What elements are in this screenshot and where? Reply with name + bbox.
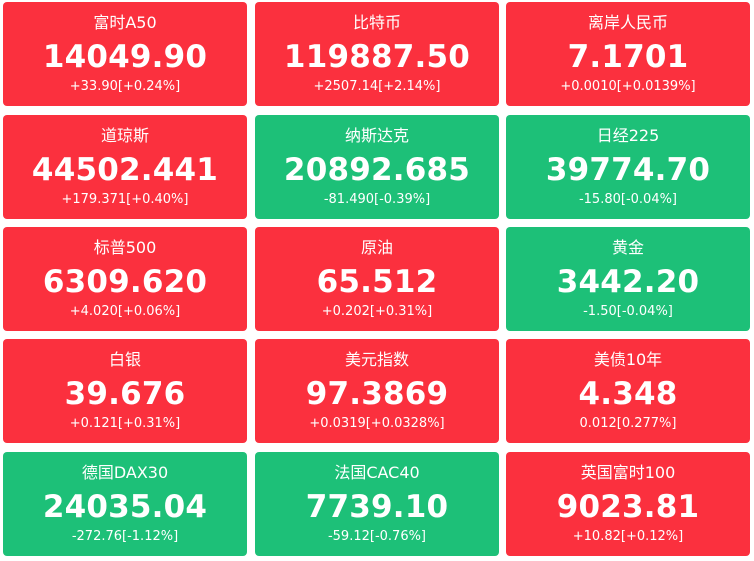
quote-price: 24035.04	[42, 489, 208, 525]
quote-change: +0.0319[+0.0328%]	[309, 416, 445, 431]
quote-tile-nikkei-225[interactable]: 日经225 39774.70 -15.80[-0.04%]	[506, 115, 750, 219]
quote-price: 44502.441	[31, 152, 219, 188]
quote-tile-dollar-index[interactable]: 美元指数 97.3869 +0.0319[+0.0328%]	[255, 339, 499, 443]
quote-tile-us-10y-treasury[interactable]: 美债10年 4.348 0.012[0.277%]	[506, 339, 750, 443]
quote-name: 比特币	[352, 13, 401, 32]
quote-name: 白银	[108, 350, 141, 369]
quote-name: 黄金	[611, 238, 644, 257]
quote-change: +179.371[+0.40%]	[61, 192, 189, 207]
quote-tile-crude-oil[interactable]: 原油 65.512 +0.202[+0.31%]	[255, 227, 499, 331]
quote-price: 4.348	[578, 376, 678, 412]
quote-price: 6309.620	[42, 264, 208, 300]
quote-change: +33.90[+0.24%]	[69, 79, 181, 94]
quote-name: 美元指数	[344, 350, 409, 369]
quote-change: -81.490[-0.39%]	[323, 192, 431, 207]
quote-tile-gold[interactable]: 黄金 3442.20 -1.50[-0.04%]	[506, 227, 750, 331]
quote-change: +2507.14[+2.14%]	[313, 79, 441, 94]
quote-tile-sp500[interactable]: 标普500 6309.620 +4.020[+0.06%]	[3, 227, 247, 331]
quote-tile-ftse100[interactable]: 英国富时100 9023.81 +10.82[+0.12%]	[506, 452, 750, 556]
quote-price: 20892.685	[283, 152, 471, 188]
quote-tile-offshore-cny[interactable]: 离岸人民币 7.1701 +0.0010[+0.0139%]	[506, 2, 750, 106]
quote-name: 英国富时100	[580, 463, 676, 482]
quote-tile-silver[interactable]: 白银 39.676 +0.121[+0.31%]	[3, 339, 247, 443]
quote-name: 美债10年	[593, 350, 663, 369]
quote-change: +10.82[+0.12%]	[572, 529, 684, 544]
quote-price: 3442.20	[556, 264, 700, 300]
quote-tile-nasdaq[interactable]: 纳斯达克 20892.685 -81.490[-0.39%]	[255, 115, 499, 219]
quote-tile-dax30[interactable]: 德国DAX30 24035.04 -272.76[-1.12%]	[3, 452, 247, 556]
quote-price: 119887.50	[283, 39, 471, 75]
quote-tile-ftse-china-a50[interactable]: 富时A50 14049.90 +33.90[+0.24%]	[3, 2, 247, 106]
quote-change: +0.0010[+0.0139%]	[560, 79, 696, 94]
quote-price: 39774.70	[545, 152, 711, 188]
quote-tile-bitcoin[interactable]: 比特币 119887.50 +2507.14[+2.14%]	[255, 2, 499, 106]
quote-price: 7.1701	[567, 39, 689, 75]
quote-name: 标普500	[93, 238, 157, 257]
quote-price: 97.3869	[305, 376, 449, 412]
quote-name: 纳斯达克	[344, 126, 409, 145]
quote-price: 9023.81	[556, 489, 700, 525]
quote-name: 法国CAC40	[334, 463, 420, 482]
quote-tile-dow-jones[interactable]: 道琼斯 44502.441 +179.371[+0.40%]	[3, 115, 247, 219]
quote-name: 富时A50	[93, 13, 157, 32]
quote-price: 7739.10	[305, 489, 449, 525]
quote-name: 原油	[360, 238, 393, 257]
quote-change: -15.80[-0.04%]	[578, 192, 678, 207]
quote-price: 65.512	[316, 264, 438, 300]
quote-change: -59.12[-0.76%]	[327, 529, 427, 544]
quote-change: -1.50[-0.04%]	[583, 304, 673, 319]
quote-price: 39.676	[64, 376, 186, 412]
quote-change: +0.121[+0.31%]	[69, 416, 181, 431]
quote-name: 日经225	[596, 126, 660, 145]
quote-tile-cac40[interactable]: 法国CAC40 7739.10 -59.12[-0.76%]	[255, 452, 499, 556]
quote-change: -272.76[-1.12%]	[71, 529, 179, 544]
quote-price: 14049.90	[42, 39, 208, 75]
quote-name: 道琼斯	[100, 126, 149, 145]
quote-name: 离岸人民币	[587, 13, 668, 32]
quote-name: 德国DAX30	[81, 463, 169, 482]
quote-change: +4.020[+0.06%]	[69, 304, 181, 319]
quote-change: +0.202[+0.31%]	[321, 304, 433, 319]
quote-change: 0.012[0.277%]	[579, 416, 677, 431]
